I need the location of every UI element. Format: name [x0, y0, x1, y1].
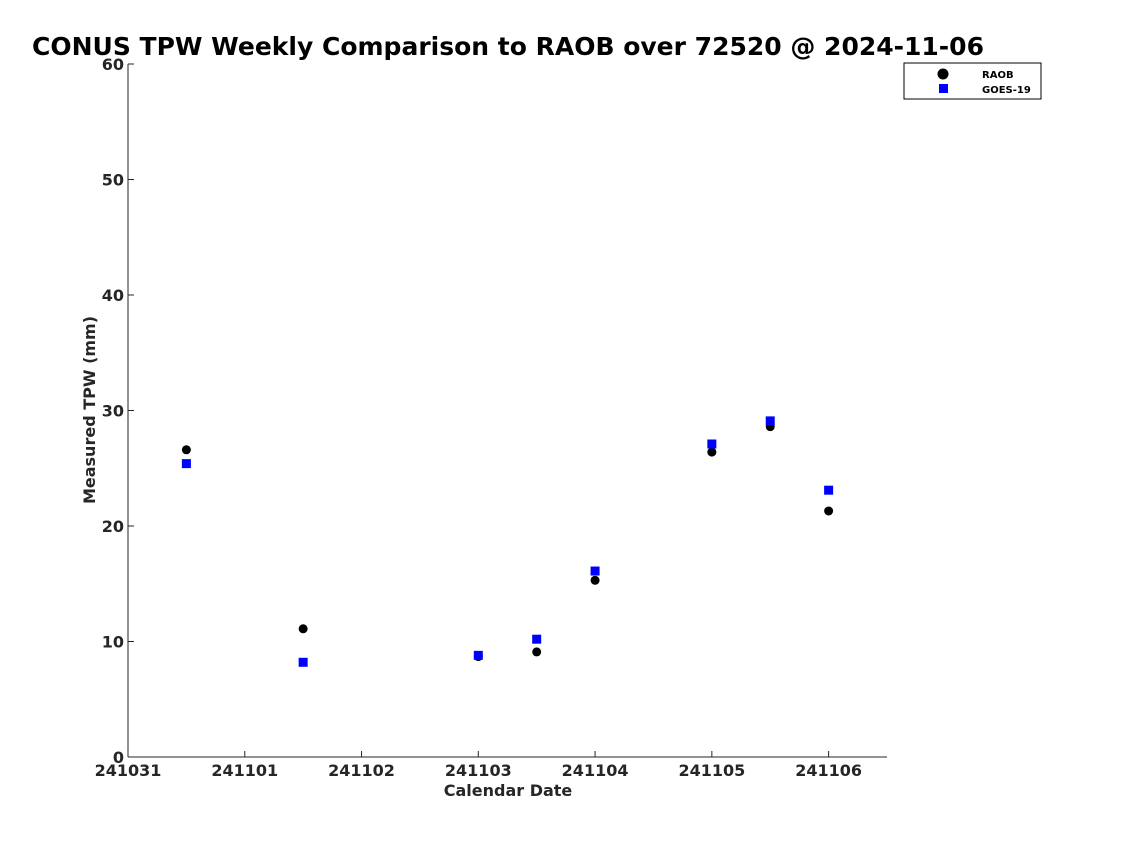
legend-marker-goes19 — [939, 84, 948, 93]
chart-title: CONUS TPW Weekly Comparison to RAOB over… — [32, 32, 984, 61]
y-tick-label: 30 — [102, 402, 124, 421]
y-ticks: 0 10 20 30 40 50 60 — [102, 55, 134, 767]
legend-label-raob: RAOB — [982, 70, 1014, 81]
point-goes19 — [707, 439, 717, 449]
x-tick-label: 241103 — [445, 761, 512, 780]
legend-label-goes19: GOES-19 — [982, 85, 1031, 96]
point-raob — [590, 575, 600, 585]
y-tick-label: 40 — [102, 286, 124, 305]
y-tick-label: 50 — [102, 171, 124, 190]
point-goes19 — [298, 657, 308, 667]
point-raob — [181, 445, 191, 455]
point-goes19 — [181, 459, 191, 469]
x-tick-label: 241104 — [562, 761, 629, 780]
legend-box — [903, 62, 1042, 100]
point-raob — [532, 647, 542, 657]
point-goes19 — [532, 634, 542, 644]
point-raob — [707, 447, 717, 457]
point-goes19 — [590, 566, 600, 576]
point-goes19 — [765, 416, 775, 426]
x-tick-label: 241105 — [678, 761, 745, 780]
y-tick-label: 0 — [113, 748, 124, 767]
point-goes19 — [824, 485, 834, 495]
x-tick-label: 241102 — [328, 761, 395, 780]
x-ticks: 241031 241101 241102 241103 241104 241105 2411… — [95, 751, 862, 780]
point-raob — [824, 506, 834, 516]
x-axis-label: Calendar Date — [444, 781, 573, 800]
x-tick-label: 241106 — [795, 761, 862, 780]
plot-axes — [127, 64, 887, 758]
y-axis-label: Measured TPW (mm) — [80, 316, 99, 504]
data-points — [181, 416, 834, 667]
x-tick-label: 241031 — [95, 761, 162, 780]
point-raob — [298, 624, 308, 634]
y-tick-label: 20 — [102, 517, 124, 536]
y-tick-label: 60 — [102, 55, 124, 74]
legend-marker-raob — [937, 68, 949, 80]
x-tick-label: 241101 — [211, 761, 278, 780]
point-goes19 — [473, 650, 483, 660]
legend: RAOB GOES-19 — [903, 62, 1042, 100]
y-tick-label: 10 — [102, 633, 124, 652]
